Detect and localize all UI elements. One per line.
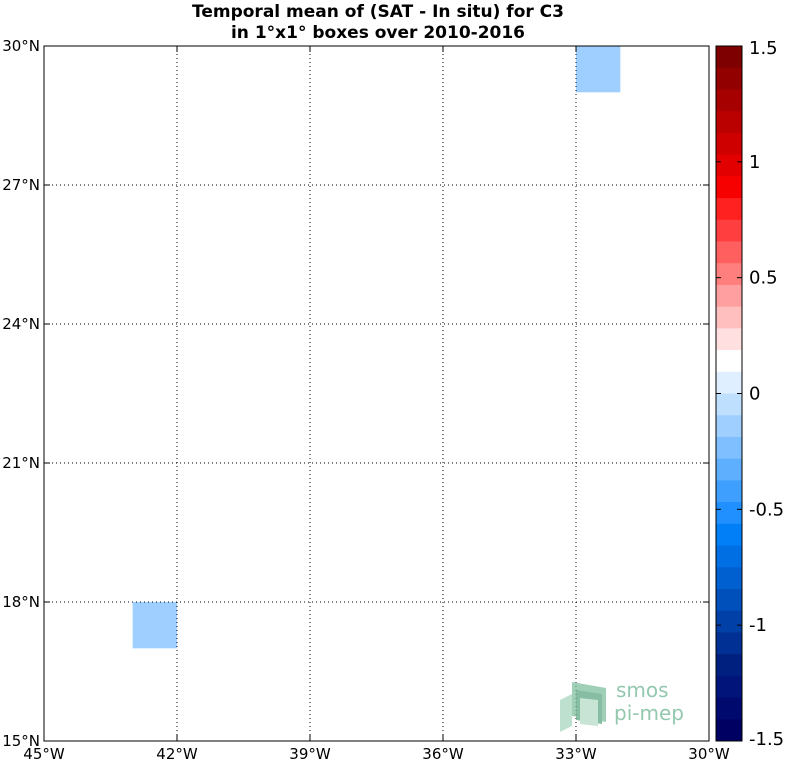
x-tick-label-0: 45°W [23,745,65,761]
colorbar-segment-22 [716,523,742,547]
colorbar-segment-14 [716,350,742,373]
colorbar-segment-4 [716,132,742,156]
logo-text-pi-mep: pi-mep [614,701,684,725]
colorbar-segment-10 [716,263,742,286]
colorbar-segment-5 [716,154,742,177]
colorbar-tick-label-1: 1 [749,152,760,173]
colorbar-segment-28 [716,654,742,677]
y-tick-label-1: 18°N [2,593,40,611]
colorbar-segment-16 [716,393,742,416]
colorbar-segment-30 [716,697,742,720]
colorbar-tick-label-6: -1.5 [749,729,784,750]
y-tick-label-2: 21°N [2,454,40,472]
data-cell-3 [132,602,177,649]
colorbar-segment-17 [716,415,742,438]
colorbar-segment-19 [716,458,742,481]
plot-frame [43,45,710,742]
x-tick-label-2: 39°W [289,745,331,761]
colorbar-tick-label-4: -0.5 [749,499,784,520]
colorbar-segment-20 [716,480,742,503]
chart-title-line-1: Temporal mean of (SAT - In situ) for C3 [192,2,564,22]
data-cell-0 [576,46,621,93]
colorbar-segment-31 [716,719,742,742]
colorbar-segment-13 [716,328,742,351]
colorbar-segment-18 [716,436,742,460]
colorbar-segment-25 [716,588,742,612]
colorbar-segment-3 [716,111,742,134]
colorbar-segment-7 [716,198,742,221]
data-cell-2 [88,602,133,649]
colorbar: 1.5 1 0.5 0 -0.5 -1 -1.5 [715,38,784,750]
logo-text-smos: smos [616,678,669,702]
logo-mark [560,682,606,732]
colorbar-segment-9 [716,241,742,264]
colorbar-segment-26 [716,610,742,633]
chart-title-line-2: in 1°x1° boxes over 2010-2016 [231,23,525,43]
colorbar-tick-label-0: 1.5 [749,38,778,59]
y-tick-label-5: 30°N [2,37,40,55]
colorbar-segment-21 [716,502,742,525]
colorbar-segment-0 [716,46,742,69]
data-cell-1 [310,370,355,417]
colorbar-segment-15 [716,371,742,394]
x-tick-label-3: 36°W [422,745,464,761]
colorbar-segment-29 [716,675,742,699]
colorbar-segment-23 [716,545,742,568]
colorbar-segment-12 [716,306,742,329]
colorbar-segment-27 [716,632,742,655]
colorbar-segment-11 [716,284,742,308]
x-tick-label-4: 33°W [555,745,597,761]
smos-pi-mep-logo: smos pi-mep [560,678,684,732]
colorbar-tick-label-2: 0.5 [749,268,778,289]
x-tick-label-1: 42°W [156,745,198,761]
colorbar-tick-label-5: -1 [749,615,767,636]
colorbar-segment-2 [716,89,742,112]
y-tick-label-4: 27°N [2,176,40,194]
plot-area: 45°W 42°W 39°W 36°W 33°W 30°W 15°N 18°N 21°N 24°N… [2,37,730,761]
y-tick-label-3: 24°N [2,315,40,333]
x-tick-label-5: 30°W [688,745,730,761]
colorbar-tick-label-3: 0 [749,384,760,405]
colorbar-segment-1 [716,67,742,90]
y-tick-label-0: 15°N [2,732,40,750]
colorbar-segment-8 [716,219,742,242]
colorbar-segment-24 [716,567,742,590]
colorbar-segment-6 [716,176,742,199]
